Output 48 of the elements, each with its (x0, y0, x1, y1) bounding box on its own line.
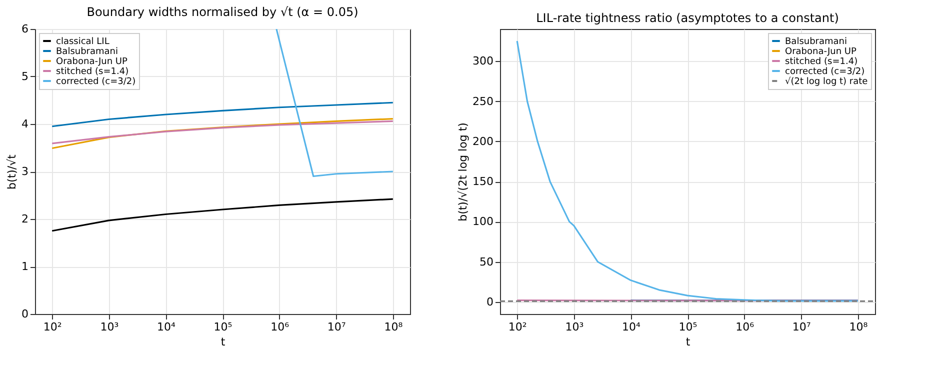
x-tick-label: 10⁷ (792, 320, 811, 334)
y-tick-label: 200 (472, 134, 494, 148)
y-tick-label: 0 (486, 295, 494, 308)
line-series (51, 120, 394, 144)
x-axis-title: t (686, 336, 691, 348)
legend-label: Orabona-Jun UP (56, 57, 128, 67)
line-series (51, 118, 394, 150)
y-tick-label: 2 (22, 212, 28, 226)
legend-label: stitched (s=1.4) (785, 57, 858, 67)
x-tick-label: 10⁶ (270, 320, 290, 334)
y-tick-label: 250 (472, 94, 494, 108)
y-tick-label: 5 (22, 70, 28, 83)
x-tick-label: 10⁵ (214, 320, 232, 334)
y-tick-label: 300 (472, 54, 494, 68)
x-tick-label: 10³ (565, 320, 584, 334)
x-tick-label: 10⁵ (678, 320, 698, 334)
legend-label: √(2t log log t) rate (785, 76, 868, 87)
y-tick-label: 4 (22, 118, 28, 130)
chart-title: LIL-rate tightness ratio (asymptotes to a constant) (536, 11, 839, 25)
y-axis-title: b(t)/√t (6, 154, 18, 190)
x-tick-label: 10² (43, 320, 62, 334)
y-axis-title: b(t)/√(2t log log t) (456, 122, 470, 222)
legend-label: Balsubramani (785, 37, 847, 47)
y-tick-label: 150 (472, 175, 494, 188)
x-tick-label: 10³ (100, 320, 119, 334)
legend-label: classical LIL (56, 37, 110, 47)
x-tick-label: 10² (508, 320, 527, 334)
x-tick-label: 10⁸ (849, 320, 868, 334)
legend-label: stitched (s=1.4) (56, 67, 129, 77)
x-tick-label: 10⁸ (384, 320, 404, 334)
y-tick-label: 0 (22, 308, 28, 320)
x-tick-label: 10⁶ (736, 320, 755, 334)
legend-label: corrected (c=3/2) (785, 67, 865, 77)
x-tick-label: 10⁴ (156, 320, 176, 334)
y-tick-label: 1 (22, 260, 28, 273)
y-tick-label: 3 (22, 165, 28, 178)
line-series (51, 102, 394, 128)
line-series (51, 198, 394, 232)
chart-title: Boundary widths normalised by √t (α = 0.05) (86, 5, 358, 19)
x-tick-label: 10⁷ (327, 320, 346, 334)
y-tick-label: 6 (22, 22, 28, 36)
legend-label: Orabona-Jun UP (785, 47, 857, 57)
legend-label: corrected (c=3/2) (56, 77, 136, 87)
y-tick-label: 50 (480, 255, 494, 268)
legend-label: Balsubramani (56, 47, 118, 57)
x-axis-title: t (220, 336, 226, 348)
x-tick-label: 10⁴ (622, 320, 641, 334)
y-tick-label: 100 (472, 215, 494, 228)
